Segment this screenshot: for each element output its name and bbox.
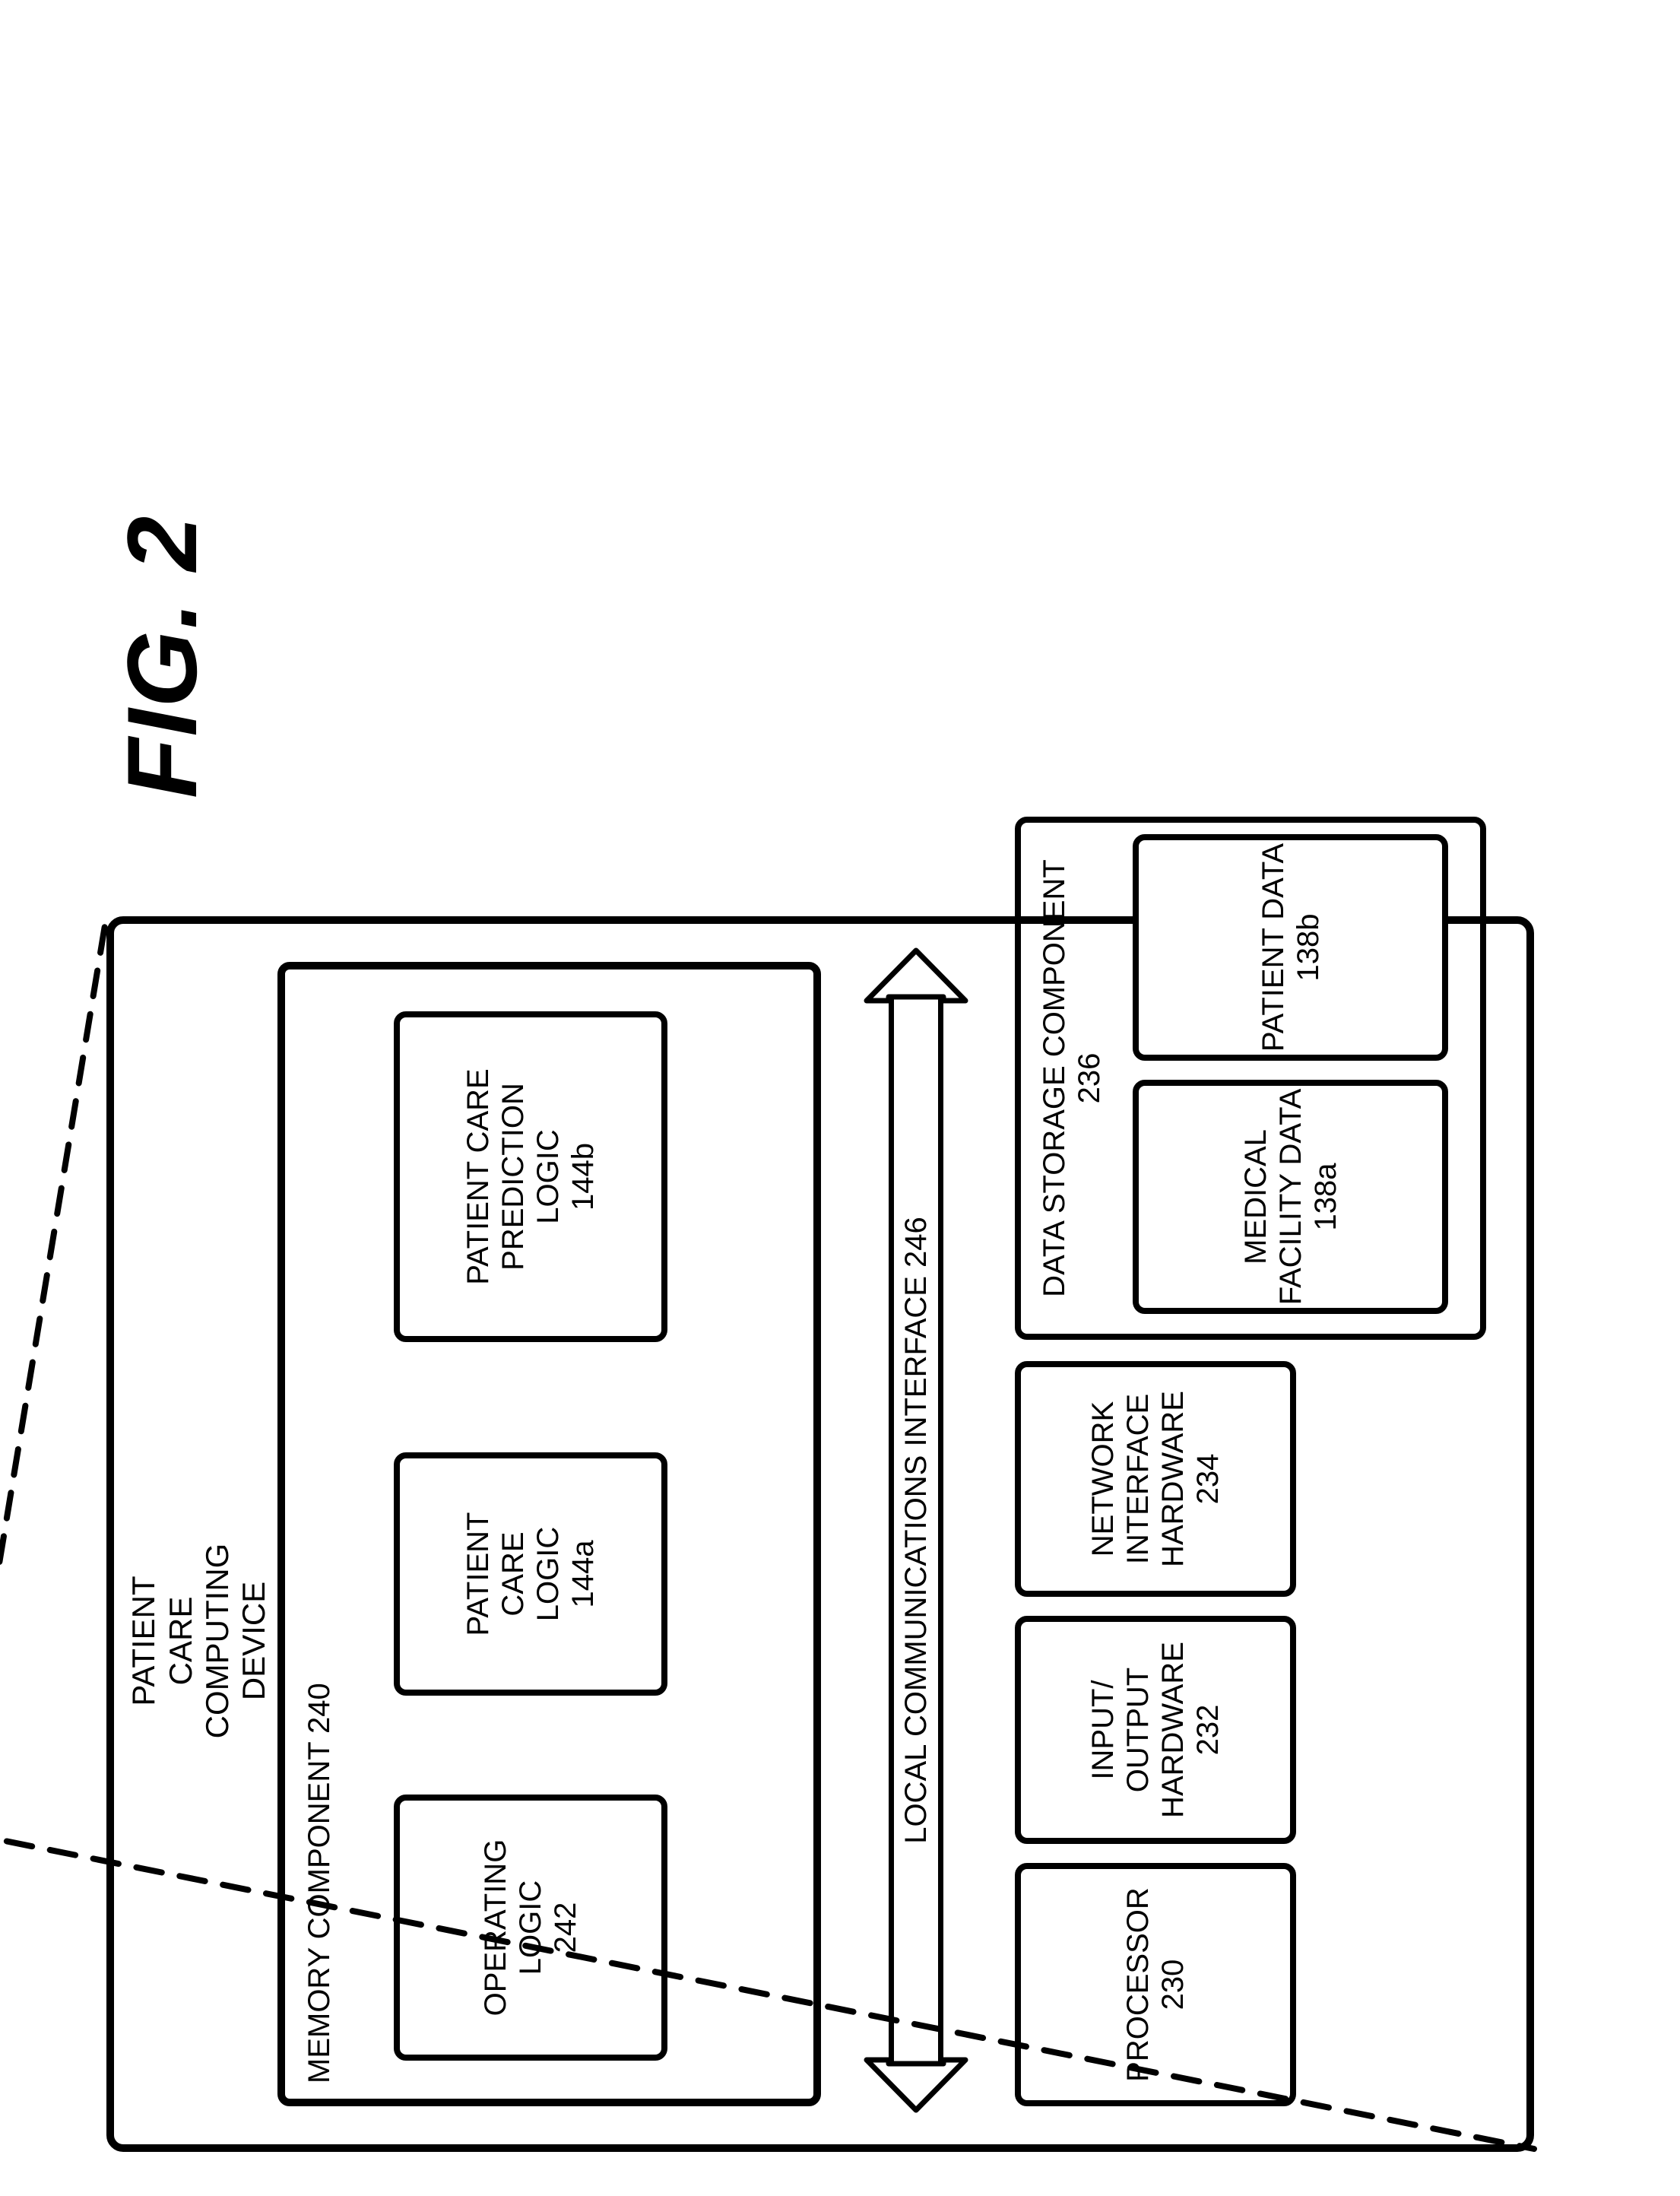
rotated-layer: MEMORY COMPONENT 240 OPERATING LOGIC 242… xyxy=(106,0,1665,2152)
operating-logic-box: OPERATING LOGIC 242 xyxy=(394,1795,667,2061)
patient-care-prediction-logic-box: PATIENT CARE PREDICTION LOGIC 144b xyxy=(394,1011,667,1342)
io-hardware-box: INPUT/ OUTPUT HARDWARE 232 xyxy=(1015,1616,1296,1844)
device-name-label: PATIENT CARE COMPUTING DEVICE xyxy=(128,1519,271,1763)
network-interface-hardware-box: NETWORK INTERFACE HARDWARE 234 xyxy=(1015,1361,1296,1597)
memory-component-title: MEMORY COMPONENT 240 xyxy=(296,1551,342,2083)
data-storage-component-title: DATA STORAGE COMPONENT 236 xyxy=(1030,832,1114,1325)
medical-facility-data-box: MEDICAL FACILITY DATA 138a xyxy=(1133,1080,1448,1314)
figure-number-label: FIG. 2 xyxy=(105,327,227,798)
patient-care-logic-box: PATIENT CARE LOGIC 144a xyxy=(394,1452,667,1696)
figure-canvas: MEMORY COMPONENT 240 OPERATING LOGIC 242… xyxy=(0,0,1680,2196)
local-communications-bus: LOCAL COMMUNICATIONS INTERFACE 246 xyxy=(867,950,965,2110)
overlay-svg xyxy=(106,2144,114,2152)
patient-data-box: PATIENT DATA 138b xyxy=(1133,834,1448,1061)
bus-arrowheads xyxy=(867,950,965,2110)
